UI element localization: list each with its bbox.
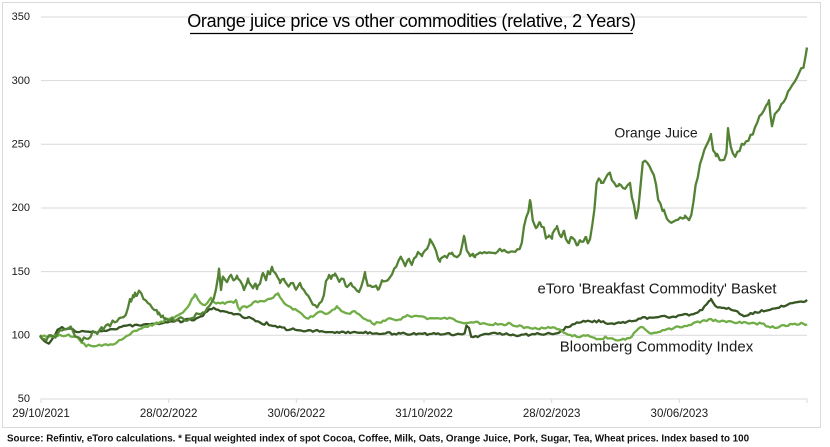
svg-text:Source: Refintiv, eToro calcul: Source: Refintiv, eToro calculations. * …: [7, 434, 750, 445]
svg-text:200: 200: [12, 202, 30, 214]
svg-text:150: 150: [12, 266, 30, 278]
svg-text:Bloomberg Commodity Index: Bloomberg Commodity Index: [560, 339, 754, 356]
svg-text:30/06/2023: 30/06/2023: [651, 408, 709, 420]
svg-text:300: 300: [12, 75, 30, 87]
svg-text:Orange Juice: Orange Juice: [614, 125, 697, 141]
svg-text:100: 100: [12, 330, 30, 342]
svg-text:29/10/2021: 29/10/2021: [12, 408, 70, 420]
svg-text:Orange juice price vs other co: Orange juice price vs other commodities …: [187, 11, 636, 31]
svg-text:50: 50: [18, 393, 30, 405]
svg-text:31/10/2022: 31/10/2022: [395, 408, 453, 420]
svg-text:28/02/2023: 28/02/2023: [523, 408, 581, 420]
svg-text:eToro 'Breakfast Commodity' Ba: eToro 'Breakfast Commodity' Basket: [537, 282, 777, 298]
svg-text:30/06/2022: 30/06/2022: [268, 408, 326, 420]
svg-text:250: 250: [12, 139, 30, 151]
svg-text:28/02/2022: 28/02/2022: [140, 408, 198, 420]
svg-text:350: 350: [12, 11, 30, 23]
